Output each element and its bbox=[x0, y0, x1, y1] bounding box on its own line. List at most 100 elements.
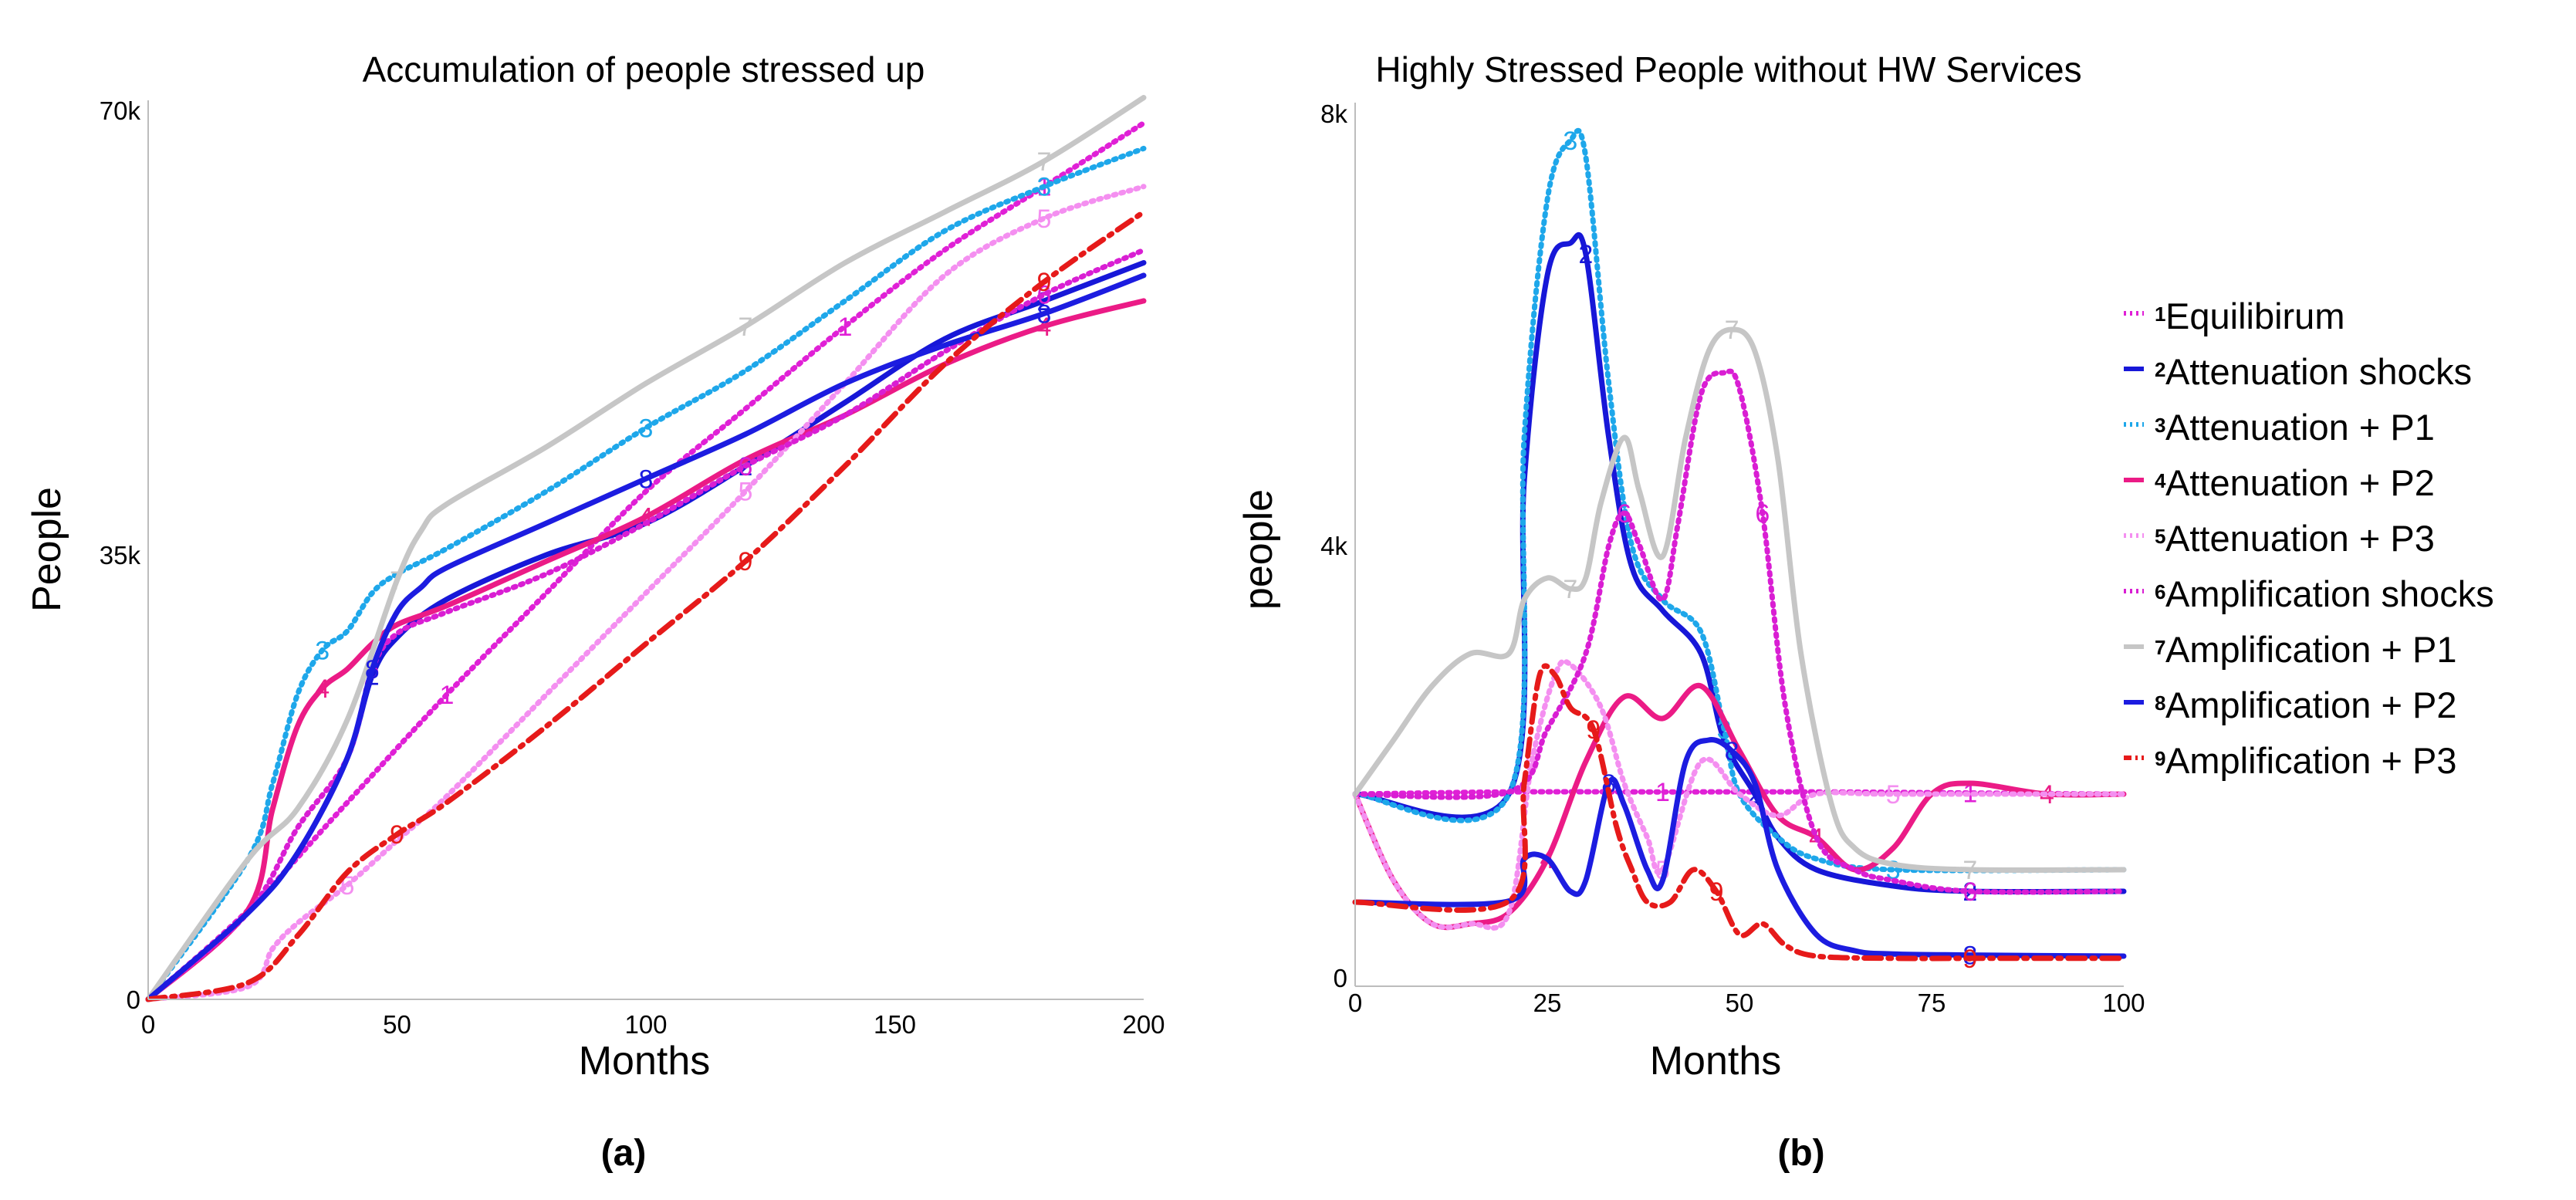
chart-b-series-6-line bbox=[1352, 368, 2127, 895]
chart-a-series-9-marker: 9 bbox=[390, 820, 404, 850]
chart-b-series-8-line bbox=[1352, 737, 2127, 959]
chart-b-x-tick-label: 25 bbox=[1533, 989, 1562, 1017]
chart-b-series-1-marker: 1 bbox=[1655, 778, 1670, 807]
legend-item: 2 Attenuation shocks bbox=[2124, 351, 2472, 392]
legend-label: Amplification shocks bbox=[2165, 573, 2494, 614]
legend-label: Amplification + P1 bbox=[2165, 629, 2457, 670]
chart-a-series-8-marker: 8 bbox=[1037, 299, 1052, 329]
legend-item: 1 Equilibirum bbox=[2124, 296, 2344, 336]
chart-b-series-8-marker: 8 bbox=[1725, 737, 1739, 766]
chart-a-x-tick-label: 100 bbox=[624, 1010, 667, 1039]
chart-b-y-tick-label: 0 bbox=[1334, 964, 1347, 992]
chart-a-series-3-marker: 3 bbox=[1037, 173, 1052, 202]
chart-a-series-8-line bbox=[145, 272, 1147, 1002]
legend-item: 5 Attenuation + P3 bbox=[2124, 518, 2435, 559]
chart-b-x-tick-label: 50 bbox=[1726, 989, 1754, 1017]
chart-panel-a: Accumulation of people stressed up 11122… bbox=[25, 49, 1165, 1174]
chart-b-caption: (b) bbox=[1777, 1133, 1824, 1174]
chart-a-series-5-marker: 5 bbox=[739, 478, 753, 507]
chart-a-y-tick-label: 70k bbox=[100, 96, 141, 125]
legend-label: Amplification + P2 bbox=[2165, 685, 2457, 725]
chart-b-series-9-marker: 9 bbox=[1709, 877, 1724, 907]
legend-item: 6 Amplification shocks bbox=[2124, 573, 2494, 614]
chart-b-x-tick-label: 100 bbox=[2102, 989, 2145, 1017]
legend-number: 8 bbox=[2155, 691, 2165, 715]
chart-a-series-1-line bbox=[145, 120, 1147, 1002]
chart-a-series-8-marker: 8 bbox=[639, 465, 654, 494]
chart-a-series-9-marker: 9 bbox=[1037, 268, 1052, 297]
legend-number: 2 bbox=[2155, 358, 2165, 381]
chart-b-x-tick-label: 0 bbox=[1348, 989, 1362, 1017]
chart-b-series-6-marker: 6 bbox=[1755, 499, 1770, 529]
legend-number: 6 bbox=[2155, 580, 2165, 603]
chart-a-y-tick-label: 35k bbox=[100, 541, 141, 570]
chart-a-title: Accumulation of people stressed up bbox=[363, 49, 925, 90]
chart-a-series-7-line bbox=[145, 95, 1147, 1002]
chart-a-series-1-marker: 1 bbox=[440, 681, 455, 710]
legend-label: Attenuation + P2 bbox=[2165, 462, 2435, 503]
chart-a-series-7-marker: 7 bbox=[1037, 147, 1052, 177]
chart-a-series-6-marker: 6 bbox=[739, 452, 753, 482]
chart-b-series-7-marker: 7 bbox=[1962, 856, 1977, 885]
chart-a-series-9-line bbox=[145, 209, 1147, 1002]
chart-a-series-4-line bbox=[145, 298, 1147, 1002]
chart-a-x-tick-label: 50 bbox=[383, 1010, 411, 1039]
chart-b-y-tick-label: 8k bbox=[1320, 100, 1347, 128]
chart-a-series-4-marker: 4 bbox=[315, 674, 330, 704]
legend-number: 3 bbox=[2155, 414, 2165, 437]
legend-label: Amplification + P3 bbox=[2165, 740, 2457, 781]
legend-item: 9 Amplification + P3 bbox=[2124, 740, 2457, 781]
legend-item: 8 Amplification + P2 bbox=[2124, 685, 2457, 725]
chart-a-series-3-marker: 3 bbox=[639, 414, 654, 443]
chart-b-series-3-marker: 3 bbox=[1563, 127, 1577, 156]
chart-a-series-1-marker: 1 bbox=[838, 313, 853, 342]
chart-b-series-5-line bbox=[1352, 658, 2127, 931]
chart-b-series-7-line bbox=[1352, 326, 2127, 874]
legend-number: 1 bbox=[2155, 303, 2165, 326]
chart-b-series-5-marker: 5 bbox=[1886, 780, 1901, 810]
chart-a-series-6-line bbox=[145, 247, 1147, 1002]
legend-label: Equilibirum bbox=[2165, 296, 2344, 336]
chart-b-series-7-marker: 7 bbox=[1563, 575, 1577, 604]
chart-b-series-9-line bbox=[1352, 663, 2127, 962]
chart-a-y-label: People bbox=[25, 487, 69, 612]
chart-a-series-5-line bbox=[145, 184, 1147, 1002]
legend-label: Attenuation shocks bbox=[2165, 351, 2472, 392]
chart-a-series-3-line bbox=[145, 145, 1147, 1002]
legend-label: Attenuation + P3 bbox=[2165, 518, 2435, 559]
chart-a-y-tick-label: 0 bbox=[127, 985, 140, 1014]
chart-b-series-2-marker: 2 bbox=[1578, 240, 1593, 269]
chart-b-series-6-marker: 6 bbox=[1617, 499, 1631, 529]
chart-b-y-tick-label: 4k bbox=[1320, 532, 1347, 560]
legend-number: 4 bbox=[2155, 469, 2166, 492]
legend-label: Attenuation + P1 bbox=[2165, 407, 2435, 448]
chart-panel-b: Highly Stressed People without HW Servic… bbox=[1236, 49, 2145, 1174]
chart-a-series-2-line bbox=[145, 260, 1147, 1002]
chart-a-x-tick-label: 200 bbox=[1122, 1010, 1165, 1039]
chart-a-series-9-marker: 9 bbox=[739, 547, 753, 576]
legend-number: 7 bbox=[2155, 636, 2165, 659]
legend-number: 9 bbox=[2155, 747, 2165, 770]
chart-a-caption: (a) bbox=[601, 1133, 647, 1174]
chart-b-title: Highly Stressed People without HW Servic… bbox=[1375, 49, 2081, 90]
legend-item: 7 Amplification + P1 bbox=[2124, 629, 2457, 670]
chart-b-series-9-marker: 9 bbox=[1962, 945, 1977, 974]
chart-a-series-7-marker: 7 bbox=[390, 566, 404, 596]
chart-a-x-label: Months bbox=[579, 1039, 711, 1083]
chart-a-series-8-marker: 8 bbox=[365, 655, 380, 685]
chart-b-x-tick-label: 75 bbox=[1918, 989, 1946, 1017]
legend-item: 4 Attenuation + P2 bbox=[2124, 462, 2435, 503]
chart-a-x-tick-label: 0 bbox=[141, 1010, 155, 1039]
chart-b-series-6-marker: 6 bbox=[1962, 877, 1977, 907]
chart-b-series-7-marker: 7 bbox=[1725, 316, 1739, 345]
chart-a-ticks: 0 50 100 150 200 0 35k 70k bbox=[100, 96, 1165, 1039]
legend-number: 5 bbox=[2155, 525, 2165, 548]
chart-a-series-5-marker: 5 bbox=[1037, 205, 1052, 234]
chart-a-series-4-marker: 4 bbox=[1037, 313, 1052, 342]
chart-a-series-7-marker: 7 bbox=[739, 313, 753, 342]
